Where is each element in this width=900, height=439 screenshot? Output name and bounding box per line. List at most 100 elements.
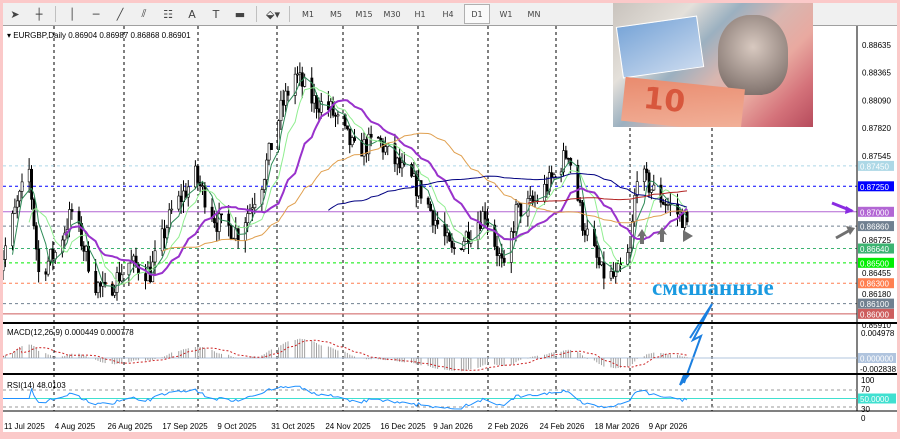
candle-body <box>319 101 323 113</box>
trendline-icon[interactable]: ╱ <box>116 7 124 21</box>
candle-body <box>196 165 200 183</box>
toolbar-separator <box>256 6 257 22</box>
gray-up-arrow-icon <box>657 227 667 242</box>
candle-body <box>650 189 653 193</box>
fibonacci-channel-icon[interactable]: ⫽ <box>141 7 147 20</box>
candle-body <box>127 262 131 276</box>
candle-body <box>664 203 668 206</box>
candle-body <box>310 77 314 104</box>
moving-average-160 <box>527 190 688 204</box>
candle-body <box>186 186 190 198</box>
candle-body <box>460 248 463 250</box>
candle-body <box>412 173 416 177</box>
candle-body <box>562 150 566 173</box>
candle-body <box>201 185 205 187</box>
candle-body <box>184 190 188 198</box>
candle-body <box>96 282 100 293</box>
candle-body <box>213 218 216 224</box>
candle-body <box>334 115 338 117</box>
candle-body <box>37 248 41 273</box>
candle-body <box>132 255 136 262</box>
candle-body <box>602 261 606 279</box>
candle-body <box>512 231 516 233</box>
horizontal-line-icon[interactable]: ─ <box>92 7 100 21</box>
candle-body <box>583 230 587 236</box>
candle-body <box>666 204 670 206</box>
candle-body <box>167 209 171 228</box>
date-tick: 11 Jul 2025 <box>4 422 45 431</box>
candle-body <box>68 209 72 230</box>
candle-body <box>426 197 430 205</box>
date-tick: 17 Sep 2025 <box>162 422 208 431</box>
cursor-icon[interactable]: ➤ <box>10 7 20 21</box>
level-price-tag <box>858 298 894 309</box>
level-price-tag <box>858 243 894 254</box>
vertical-line-icon[interactable]: │ <box>68 7 76 21</box>
date-tick: 4 Aug 2025 <box>55 422 96 431</box>
candle-body <box>165 227 169 239</box>
timeframe-mn[interactable]: MN <box>527 9 541 19</box>
candle-body <box>645 168 649 174</box>
candle-body <box>384 146 387 153</box>
rsi-line <box>0 385 688 410</box>
date-tick: 16 Dec 2025 <box>380 422 426 431</box>
candle-body <box>229 225 233 240</box>
moving-average-5 <box>12 76 688 289</box>
timeframe-h4[interactable]: H4 <box>442 9 454 19</box>
level-price-label: 0.87250 <box>860 183 889 192</box>
candle-body <box>414 173 418 197</box>
date-tick: 24 Nov 2025 <box>325 422 371 431</box>
rsi-tick: 100 <box>861 376 875 385</box>
timeframe-m15[interactable]: M15 <box>355 9 373 19</box>
candle-body <box>564 150 568 159</box>
level-price-label: 0.86000 <box>860 310 889 319</box>
fibonacci-grid-icon[interactable]: ☷ <box>163 7 173 21</box>
candle-body <box>350 137 354 146</box>
candle-body <box>612 271 615 277</box>
candle-body <box>661 202 665 205</box>
timeframe-m1[interactable]: M1 <box>302 9 314 19</box>
candle-body <box>445 232 449 237</box>
price-tick: 0.88090 <box>862 97 891 106</box>
timeframe-d1[interactable]: D1 <box>464 4 490 24</box>
candle-body <box>417 180 421 197</box>
candle-body <box>251 207 254 210</box>
candle-body <box>103 281 107 285</box>
gray-right-triangle-icon <box>683 230 693 242</box>
price-tick: 0.88635 <box>862 41 891 50</box>
timeframe-h1[interactable]: H1 <box>414 9 426 19</box>
price-tick: 0.85910 <box>862 321 891 330</box>
date-tick: 2 Feb 2026 <box>488 422 529 431</box>
candle-body <box>34 225 38 250</box>
candle-body <box>433 220 437 226</box>
candle-body <box>312 95 316 104</box>
text-icon[interactable]: A <box>188 7 196 21</box>
candle-body <box>177 195 181 210</box>
date-tick: 26 Aug 2025 <box>108 422 153 431</box>
candle-body <box>495 246 499 256</box>
candle-body <box>44 271 48 275</box>
price-tick: 0.87820 <box>862 124 891 133</box>
timeframe-m30[interactable]: M30 <box>383 9 401 19</box>
timeframe-w1[interactable]: W1 <box>499 9 513 19</box>
candle-body <box>628 247 632 253</box>
rsi-tick: 0 <box>861 414 866 423</box>
more-shapes-icon[interactable]: ⬙▾ <box>266 7 280 21</box>
crosshair-icon[interactable]: ┼ <box>35 7 43 21</box>
candle-body <box>346 125 349 130</box>
candle-body <box>153 250 157 263</box>
candle-body <box>70 209 74 212</box>
candle-body <box>616 263 620 272</box>
candle-body <box>353 137 357 141</box>
date-tick: 9 Jan 2026 <box>433 422 473 431</box>
text-label-icon[interactable]: T <box>212 7 220 21</box>
candle-body <box>11 213 15 247</box>
purple-arrowhead-icon <box>845 206 854 214</box>
timeframe-m5[interactable]: M5 <box>330 9 342 19</box>
candle-body <box>597 257 601 266</box>
annotation-text: смешанные <box>652 275 774 300</box>
candle-body <box>246 213 250 223</box>
candle-body <box>400 162 404 169</box>
price-chart[interactable]: ▾ EURGBP,Daily 0.86904 0.86987 0.86868 0… <box>0 26 897 432</box>
rectangle-icon[interactable]: ▬ <box>234 7 246 21</box>
